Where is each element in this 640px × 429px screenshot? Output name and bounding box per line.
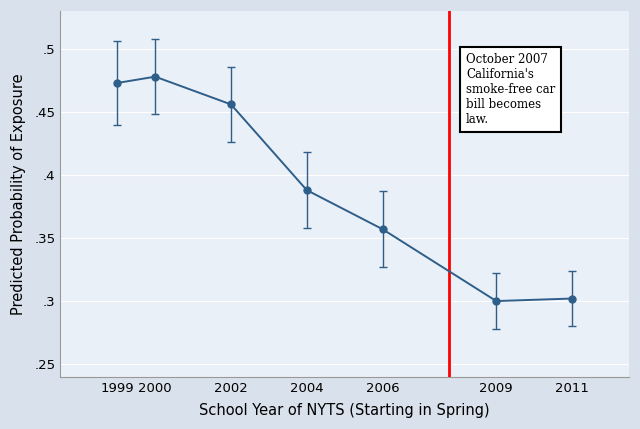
X-axis label: School Year of NYTS (Starting in Spring): School Year of NYTS (Starting in Spring)	[199, 403, 490, 418]
Text: October 2007
California's
smoke-free car
bill becomes
law.: October 2007 California's smoke-free car…	[466, 53, 555, 126]
Y-axis label: Predicted Probability of Exposure: Predicted Probability of Exposure	[11, 73, 26, 315]
